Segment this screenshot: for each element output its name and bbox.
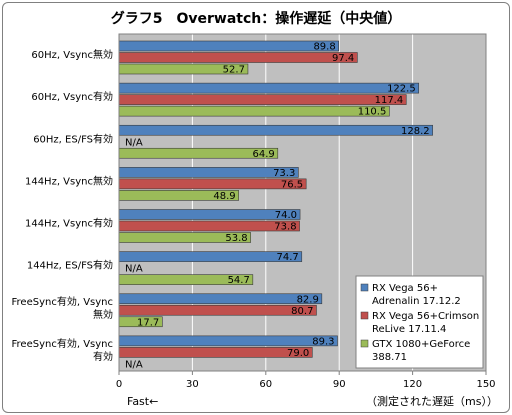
category-label: 無効 [93, 308, 113, 321]
data-label: 48.9 [213, 191, 235, 202]
data-label: 17.7 [137, 317, 159, 328]
bar [118, 105, 390, 117]
x-axis-label: （測定された遅延（ms）） [366, 394, 498, 408]
na-label: N/A [125, 264, 143, 275]
legend-swatch [360, 283, 369, 292]
bar [118, 178, 307, 190]
legend-label: GTX 1080+GeForce [372, 339, 470, 350]
x-tick-label: 0 [116, 379, 122, 390]
x-tick-label: 30 [186, 379, 199, 390]
category-label: 144Hz, Vsync無効 [25, 174, 113, 187]
bar [118, 40, 340, 52]
data-label: 53.8 [225, 233, 247, 244]
category-label: 60Hz, ES/FS有効 [33, 132, 113, 145]
data-label: 122.5 [387, 84, 416, 95]
data-label: 80.7 [291, 306, 313, 317]
category-label: FreeSync有効, Vsync [12, 337, 113, 350]
bar [118, 293, 323, 305]
bar [118, 335, 338, 347]
na-label: N/A [125, 359, 143, 370]
x-tick-label: 90 [333, 379, 346, 390]
data-label: 128.2 [401, 126, 430, 137]
bar [118, 52, 358, 63]
category-label: 有効 [93, 350, 113, 363]
data-label: 64.9 [253, 149, 275, 160]
legend-label: Adrenalin 17.12.2 [372, 296, 461, 307]
x-annotation: Fast← [127, 395, 158, 408]
category-label: 144Hz, Vsync有効 [25, 217, 113, 230]
data-label: 110.5 [358, 107, 387, 118]
data-label: 117.4 [375, 95, 404, 106]
bar [118, 94, 407, 105]
data-label: 74.0 [275, 210, 297, 221]
legend-label: RX Vega 56+Crimson [372, 311, 479, 322]
x-tick-label: 60 [259, 379, 272, 390]
bar [118, 124, 433, 136]
x-tick-label: 120 [403, 379, 422, 390]
category-label: 144Hz, ES/FS有効 [27, 259, 113, 272]
legend-label: ReLive 17.11.4 [372, 324, 446, 335]
data-label: 73.8 [274, 222, 296, 233]
bar [118, 251, 303, 262]
data-label: 89.3 [312, 336, 334, 347]
data-label: 97.4 [332, 53, 354, 64]
category-label: 60Hz, Vsync無効 [31, 48, 113, 61]
data-label: 74.7 [277, 252, 299, 263]
legend-swatch [360, 311, 369, 320]
legend-label: 388.71 [372, 352, 407, 363]
category-label: FreeSync有効, Vsync [12, 295, 113, 308]
data-label: 76.5 [281, 179, 303, 190]
chart-title: グラフ5 Overwatch：操作遅延（中央値） [110, 11, 402, 27]
bar [118, 82, 420, 94]
legend [355, 275, 484, 369]
na-label: N/A [125, 137, 143, 148]
bar [118, 167, 299, 178]
data-label: 79.0 [287, 348, 309, 359]
legend-swatch [360, 339, 369, 348]
data-label: 73.3 [273, 168, 295, 179]
data-label: 89.8 [313, 42, 335, 53]
bar [118, 220, 300, 232]
legend-label: RX Vega 56+ [372, 283, 438, 294]
bar [118, 347, 313, 358]
bar [118, 209, 301, 220]
plot-border [118, 33, 487, 372]
data-label: 82.9 [297, 294, 319, 305]
bar [118, 304, 317, 316]
data-label: 54.7 [228, 275, 250, 286]
data-label: 52.7 [223, 65, 245, 76]
category-label: 60Hz, Vsync有効 [31, 90, 113, 103]
x-tick-label: 150 [476, 379, 495, 390]
